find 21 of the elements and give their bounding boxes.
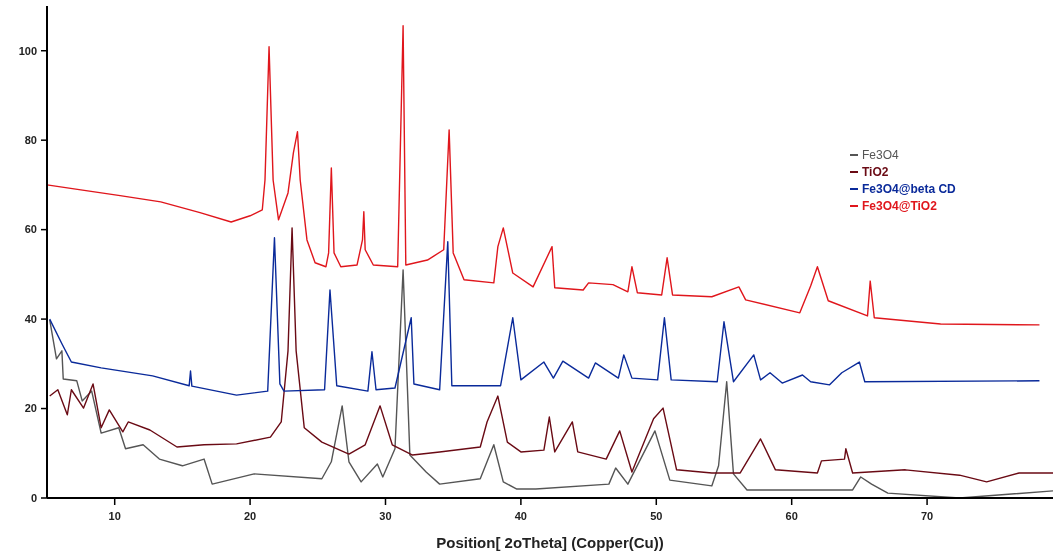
legend-label: TiO2: [862, 165, 889, 180]
line-series: [46, 24, 1041, 326]
line-series: [49, 236, 1041, 396]
y-tick-label: 100: [18, 44, 37, 57]
y-tick-label: 40: [24, 312, 37, 325]
x-tick-label: 50: [650, 510, 663, 522]
legend-label: Fe3O4@beta CD: [862, 182, 957, 197]
y-tick-label: 60: [24, 223, 37, 236]
y-tick-label: 20: [24, 402, 37, 415]
x-axis-title: Position[ 2oTheta] (Copper(Cu)): [436, 534, 664, 551]
legend-label: Fe3O4: [862, 148, 900, 163]
x-tick-label: 30: [379, 510, 392, 522]
x-tick-label: 60: [785, 510, 798, 522]
x-tick-label: 40: [514, 510, 528, 522]
y-tick-label: 0: [30, 491, 37, 504]
line-series: [49, 227, 1053, 483]
legend-label: Fe3O4@TiO2: [862, 199, 938, 214]
x-tick-label: 10: [108, 510, 121, 522]
x-tick-label: 20: [243, 510, 257, 522]
y-tick-label: 80: [24, 134, 37, 147]
x-tick-label: 70: [920, 510, 934, 522]
